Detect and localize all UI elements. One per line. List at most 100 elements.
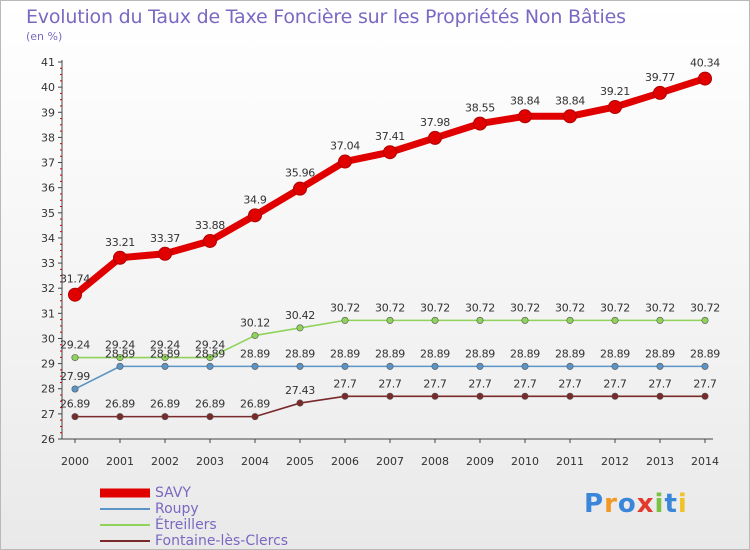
data-label: 27.99: [60, 370, 90, 383]
data-label: 27.7: [648, 377, 672, 390]
y-tick-label: 35: [41, 207, 55, 220]
legend-swatch-savy: [100, 488, 150, 498]
data-point: [161, 354, 169, 362]
y-tick-label: 29: [41, 358, 55, 371]
chart-series: [68, 71, 712, 421]
logo-letter: x: [636, 489, 655, 519]
legend-swatch-fontaine: [100, 540, 150, 542]
data-point: [701, 392, 709, 400]
y-axis-ticks: 26 27 28 29 30 31 32 33 34 35 36 37 38 39 40 41: [41, 56, 62, 446]
data-point: [521, 316, 529, 324]
chart-legend: SAVY Roupy Étreillers Fontaine-lès-Clerc…: [100, 485, 288, 549]
data-label: 29.24: [195, 339, 225, 352]
data-label: 26.89: [240, 398, 270, 411]
data-point: [611, 316, 619, 324]
proxiti-logo: Proxiti: [584, 489, 688, 519]
data-label: 27.7: [378, 377, 402, 390]
legend-item-etreillers[interactable]: Étreillers: [100, 517, 288, 533]
x-tick-label: 2006: [331, 455, 359, 468]
data-label: 39.21: [600, 85, 630, 98]
data-labels: 31.74 33.21 33.37 33.88 34.9 35.96 37.04 37.41 3…: [60, 57, 721, 411]
data-point: [248, 208, 262, 223]
legend-label-fontaine: Fontaine-lès-Clercs: [155, 533, 289, 549]
data-label: 38.55: [465, 102, 495, 115]
data-point: [116, 354, 124, 362]
data-point: [566, 316, 574, 324]
data-point: [431, 362, 439, 370]
x-tick-label: 2008: [421, 455, 449, 468]
data-label: 35.96: [285, 167, 315, 180]
data-point: [656, 316, 664, 324]
data-label: 27.7: [693, 377, 717, 390]
y-tick-label: 33: [41, 257, 55, 270]
data-point: [701, 362, 709, 370]
x-tick-label: 2004: [241, 455, 269, 468]
x-tick-label: 2001: [106, 455, 134, 468]
data-point: [473, 116, 487, 131]
data-label: 30.72: [375, 301, 405, 314]
y-tick-label: 39: [41, 106, 55, 119]
data-point: [341, 316, 349, 324]
data-label: 29.24: [105, 339, 135, 352]
data-point: [701, 316, 709, 324]
logo-letter: i: [654, 489, 665, 519]
x-tick-label: 2003: [196, 455, 224, 468]
data-label: 28.89: [690, 347, 720, 360]
legend-swatch-etreillers: [100, 524, 150, 526]
legend-item-savy[interactable]: SAVY: [100, 485, 288, 501]
data-label: 27.7: [423, 377, 447, 390]
legend-item-fontaine[interactable]: Fontaine-lès-Clercs: [100, 533, 288, 549]
data-point: [293, 181, 307, 196]
logo-letter: P: [584, 489, 605, 519]
x-tick-label: 2013: [646, 455, 674, 468]
data-point: [71, 385, 79, 393]
data-point: [698, 71, 712, 86]
data-point: [386, 362, 394, 370]
data-point: [608, 99, 622, 114]
data-label: 39.77: [645, 71, 675, 84]
data-label: 30.42: [285, 309, 315, 322]
data-label: 28.89: [375, 347, 405, 360]
data-label: 28.89: [420, 347, 450, 360]
data-point: [431, 392, 439, 400]
data-label: 28.89: [465, 347, 495, 360]
data-label: 38.84: [555, 94, 585, 107]
x-tick-label: 2010: [511, 455, 539, 468]
legend-label-etreillers: Étreillers: [155, 517, 217, 533]
data-label: 27.7: [558, 377, 582, 390]
data-label: 33.21: [105, 236, 135, 249]
y-tick-label: 40: [41, 81, 55, 94]
data-label: 27.7: [513, 377, 537, 390]
data-point: [206, 362, 214, 370]
data-label: 28.89: [645, 347, 675, 360]
data-point: [113, 250, 127, 265]
x-tick-label: 2011: [556, 455, 584, 468]
data-label: 30.72: [645, 301, 675, 314]
data-point: [383, 145, 397, 160]
data-point: [68, 287, 82, 302]
x-axis-ticks: 2000 2001 2002 2003 2004 2005 2006 2007 2008 2009…: [61, 439, 719, 468]
legend-item-roupy[interactable]: Roupy: [100, 501, 288, 517]
data-label: 29.24: [60, 339, 90, 352]
data-point: [386, 316, 394, 324]
data-label: 37.41: [375, 130, 405, 143]
data-point: [203, 233, 217, 248]
data-label: 29.24: [150, 339, 180, 352]
data-label: 27.7: [603, 377, 627, 390]
data-label: 30.72: [420, 301, 450, 314]
data-point: [476, 362, 484, 370]
data-label: 27.7: [468, 377, 492, 390]
data-label: 26.89: [150, 398, 180, 411]
data-label: 28.89: [330, 347, 360, 360]
data-label: 30.72: [690, 301, 720, 314]
y-tick-label: 28: [41, 383, 55, 396]
data-point: [296, 324, 304, 332]
data-point: [521, 392, 529, 400]
legend-label-roupy: Roupy: [155, 501, 199, 517]
x-tick-label: 2007: [376, 455, 404, 468]
data-point: [476, 392, 484, 400]
data-label: 33.88: [195, 219, 225, 232]
data-label: 38.84: [510, 94, 540, 107]
data-point: [431, 316, 439, 324]
y-tick-label: 38: [41, 131, 55, 144]
